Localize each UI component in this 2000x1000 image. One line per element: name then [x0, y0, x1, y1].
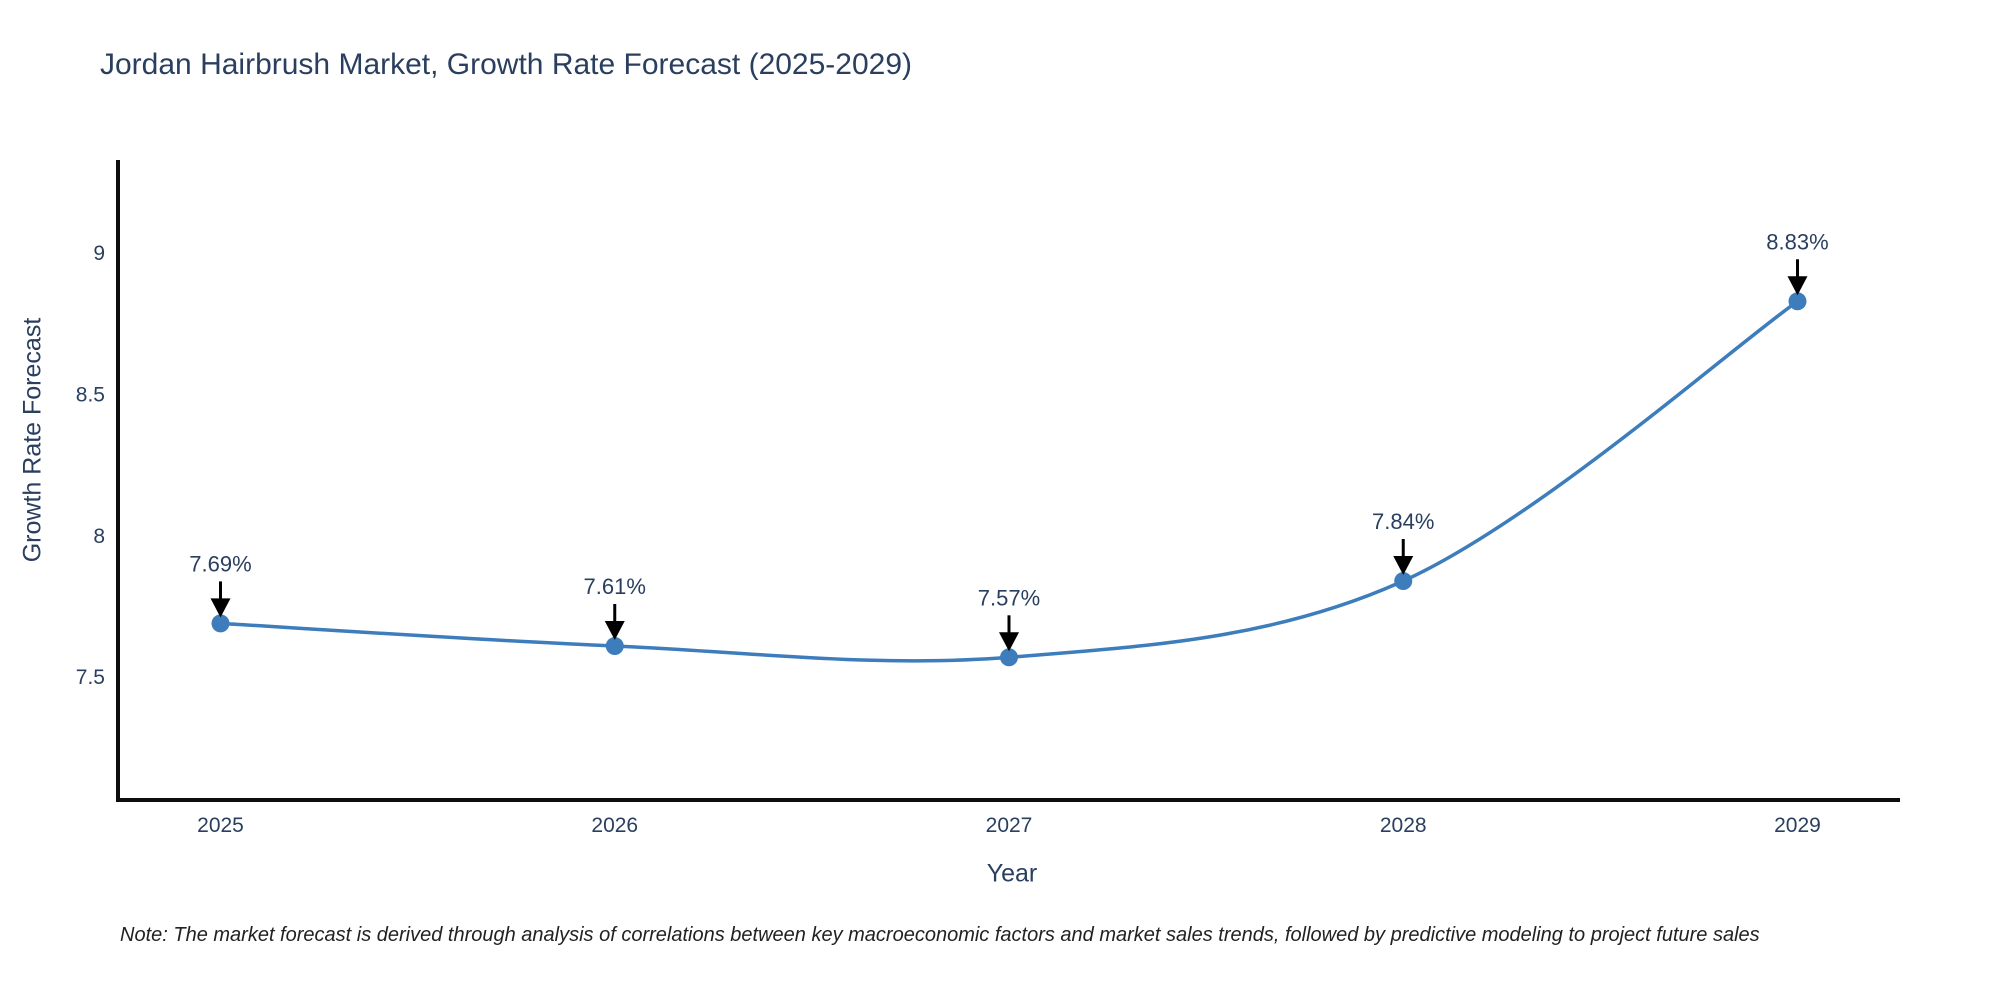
y-tick-label: 9 [93, 242, 105, 265]
point-annotation-label: 7.84% [1372, 509, 1434, 534]
x-tick-label: 2026 [591, 814, 638, 837]
x-tick-label: 2028 [1380, 814, 1427, 837]
y-tick-label: 8 [93, 525, 105, 548]
annotation-arrowhead-icon [1787, 276, 1808, 296]
x-tick-label: 2029 [1774, 814, 1821, 837]
y-tick-label: 7.5 [76, 666, 105, 689]
data-point-marker[interactable] [1000, 648, 1018, 667]
annotation-arrowhead-icon [210, 598, 231, 618]
data-point-marker[interactable] [1788, 292, 1807, 311]
point-annotation-label: 7.61% [584, 574, 646, 599]
annotation-arrowhead-icon [999, 632, 1019, 652]
data-point-marker[interactable] [211, 614, 230, 633]
x-tick-label: 2025 [197, 814, 244, 837]
point-annotation-label: 8.83% [1766, 229, 1828, 254]
x-axis-title: Year [986, 859, 1038, 888]
data-point-marker[interactable] [1394, 572, 1413, 591]
annotation-arrowhead-icon [604, 621, 625, 641]
data-point-marker[interactable] [605, 637, 624, 656]
series-line [220, 299, 1799, 663]
annotation-arrowhead-icon [1393, 556, 1414, 576]
chart-title: Jordan Hairbrush Market, Growth Rate For… [100, 48, 913, 81]
point-annotation-label: 7.69% [189, 551, 251, 576]
footnote: Note: The market forecast is derived thr… [120, 924, 1760, 946]
x-tick-label: 2027 [986, 814, 1033, 837]
y-axis-title: Growth Rate Forecast [18, 317, 47, 563]
point-annotation-label: 7.57% [978, 585, 1040, 610]
y-tick-label: 8.5 [76, 384, 105, 407]
